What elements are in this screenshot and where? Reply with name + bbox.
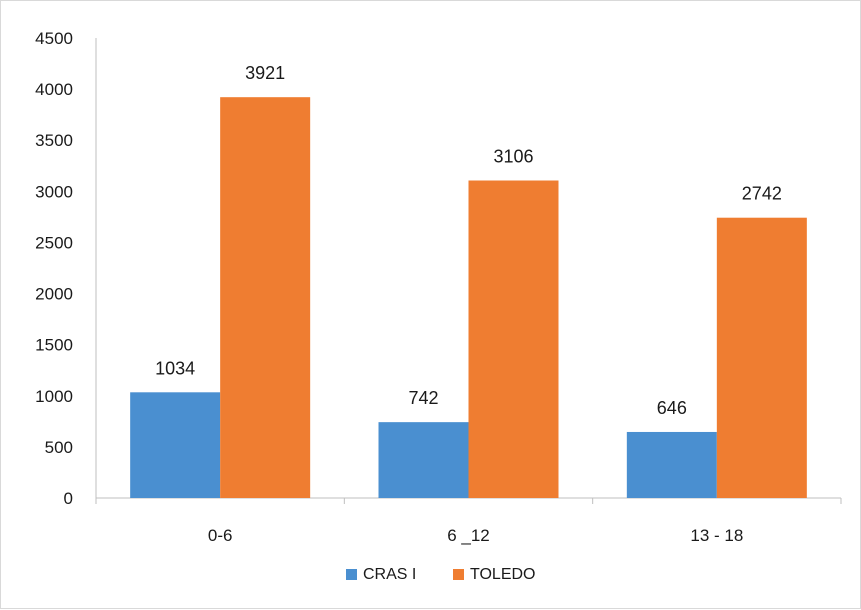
legend-label: TOLEDO (470, 566, 536, 583)
bar-toledo (468, 180, 559, 498)
y-tick-label: 0 (64, 489, 73, 508)
bar-cras-i (626, 431, 717, 498)
bar-cras-i (378, 422, 469, 498)
y-tick-label: 4000 (35, 80, 73, 99)
x-tick-label: 6 _12 (447, 526, 490, 545)
bar-toledo (220, 97, 311, 498)
data-label: 646 (657, 398, 687, 418)
bars-layer (130, 97, 807, 498)
bar-cras-i (130, 392, 221, 498)
y-tick-label: 3000 (35, 182, 73, 201)
y-tick-label: 2500 (35, 233, 73, 252)
legend-swatch (346, 569, 357, 580)
y-tick-label: 1500 (35, 336, 73, 355)
bar-toledo (716, 217, 807, 498)
axis-layer: 0 500 1000 1500 2000 2500 3000 3500 4000 4500 0-6 6… (35, 29, 842, 545)
data-labels-layer: 1034 3921 742 3106 646 2742 (155, 63, 782, 418)
legend-label: CRAS I (363, 566, 416, 583)
data-label: 1034 (155, 358, 195, 378)
data-label: 3106 (493, 146, 533, 166)
data-label: 742 (408, 388, 438, 408)
x-tick-label: 13 - 18 (690, 526, 743, 545)
y-tick-label: 4500 (35, 29, 73, 48)
legend: CRAS I TOLEDO (346, 566, 536, 583)
y-tick-label: 500 (45, 438, 73, 457)
data-label: 2742 (742, 184, 782, 204)
y-tick-label: 1000 (35, 387, 73, 406)
legend-swatch (453, 569, 464, 580)
x-tick-label: 0-6 (208, 526, 233, 545)
data-label: 3921 (245, 63, 285, 83)
y-tick-label: 2000 (35, 285, 73, 304)
y-tick-label: 3500 (35, 131, 73, 150)
